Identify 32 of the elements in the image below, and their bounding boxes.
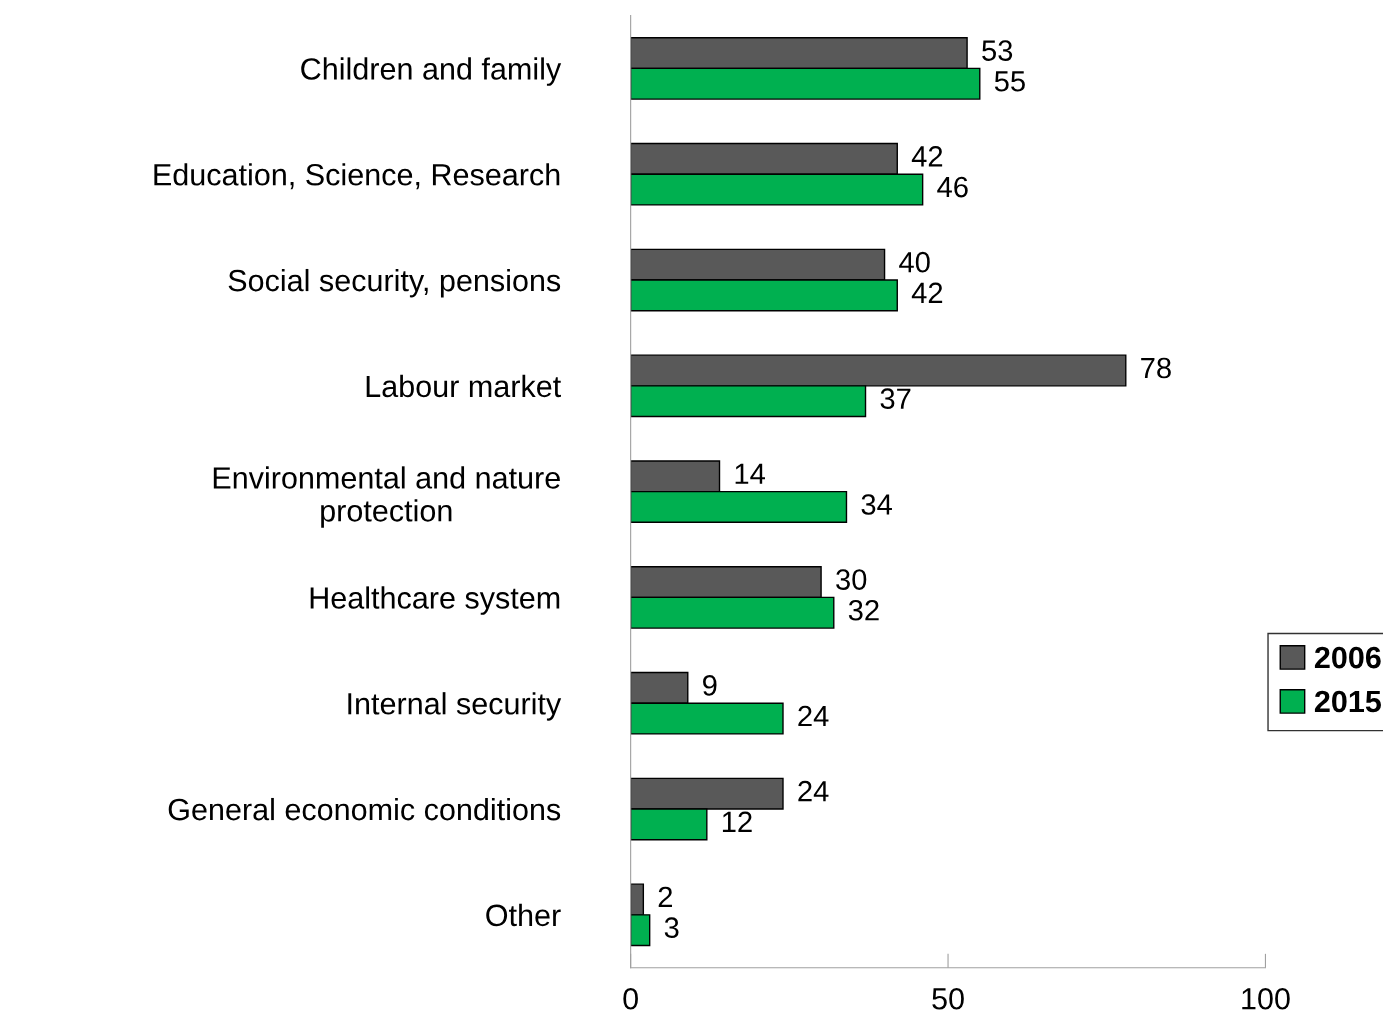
data-label: 30 <box>836 569 867 590</box>
data-label: 46 <box>937 176 968 198</box>
y-tick-label: Environmental and nature protection <box>213 466 560 528</box>
y-tick-label: Children and family <box>301 57 562 86</box>
data-label: 53 <box>982 40 1013 61</box>
legend-label: 2015 <box>1314 690 1381 713</box>
data-label: 78 <box>1141 357 1171 379</box>
legend-label: 2006 <box>1314 646 1381 669</box>
y-tick-label: Social security, pensions <box>228 268 561 298</box>
data-label: 42 <box>911 146 943 167</box>
data-label: 9 <box>703 675 717 696</box>
data-label: 37 <box>880 388 911 409</box>
y-tick-label: Labour market <box>366 374 561 398</box>
data-label: 42 <box>911 282 943 303</box>
data-label: 24 <box>798 780 829 802</box>
data-label: 24 <box>798 705 829 727</box>
y-tick-label: Internal security <box>348 692 562 721</box>
data-label: 3 <box>664 917 679 938</box>
x-tick-label: 50 <box>932 987 964 1010</box>
x-tick-label: 0 <box>623 987 638 1010</box>
y-tick-label: Healthcare system <box>310 586 560 615</box>
x-tick-label: 100 <box>1242 987 1290 1010</box>
y-tick-label: Education, Science, Research <box>154 163 560 190</box>
data-label: 32 <box>848 599 879 621</box>
data-label: 55 <box>994 71 1025 92</box>
data-label: 40 <box>899 251 930 273</box>
data-label: 14 <box>735 463 765 484</box>
y-tick-label: Other <box>486 903 561 927</box>
y-tick-label: General economic conditions <box>168 797 561 821</box>
data-label: 2 <box>658 886 672 908</box>
data-label: 12 <box>722 811 752 832</box>
data-label: 34 <box>861 494 892 515</box>
